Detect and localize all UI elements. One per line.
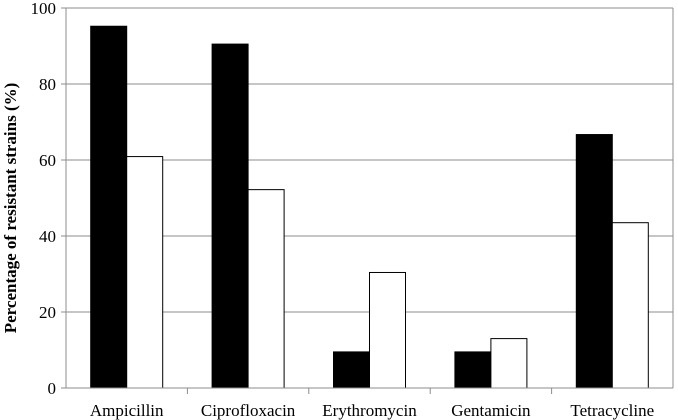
bar-erythromycin-series-1 — [333, 351, 370, 389]
x-tick-label: Tetracycline — [570, 401, 654, 420]
bars — [90, 25, 649, 389]
y-tick-label: 40 — [39, 227, 56, 246]
x-tick-label: Gentamicin — [451, 401, 531, 420]
y-tick-label: 20 — [39, 303, 56, 322]
bar-ampicillin-series-1 — [90, 25, 128, 389]
axes — [65, 8, 673, 389]
y-tick-label: 0 — [48, 379, 57, 398]
y-tick-labels: 0 20 40 60 80 100 — [31, 0, 66, 398]
y-axis-title: Percentage of resistant strains (%) — [1, 83, 20, 334]
bar-ciprofloxacin-series-2 — [247, 189, 285, 389]
gridlines — [66, 7, 674, 388]
x-tick-label: Erythromycin — [322, 401, 417, 420]
y-tick-label: 100 — [31, 0, 57, 18]
x-tick-labels: Ampicillin Ciprofloxacin Erythromycin Genta… — [90, 388, 654, 420]
x-tick-label: Ciprofloxacin — [201, 401, 296, 420]
x-tick-label: Ampicillin — [90, 401, 164, 420]
bar-erythromycin-series-2 — [369, 271, 406, 389]
bar-ciprofloxacin-series-1 — [211, 43, 249, 389]
bar-tetracycline-series-2 — [611, 222, 649, 389]
bar-tetracycline-series-1 — [575, 134, 613, 389]
bar-gentamicin-series-1 — [454, 351, 492, 389]
y-tick-label: 60 — [39, 151, 56, 170]
y-tick-label: 80 — [39, 75, 56, 94]
bar-ampicillin-series-2 — [126, 156, 164, 389]
bar-gentamicin-series-2 — [490, 338, 528, 389]
